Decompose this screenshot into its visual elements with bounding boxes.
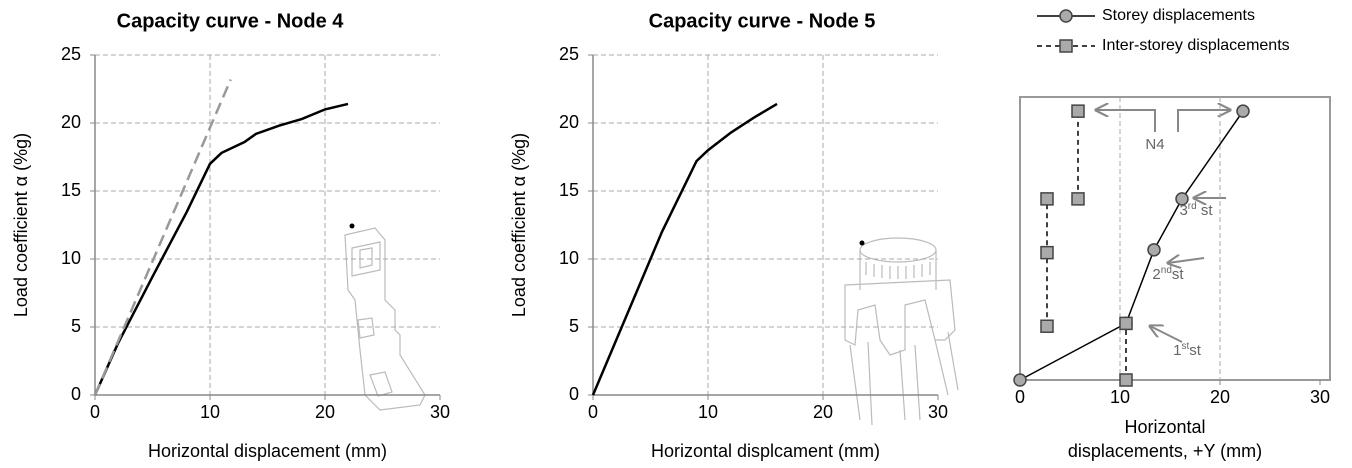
annotation: 3rd st [1179, 201, 1213, 219]
y-tick-label: 10 [61, 248, 81, 268]
x-tick-label: 10 [1110, 387, 1130, 407]
x-axis-label: Horizontal [1124, 417, 1205, 437]
series-line [1047, 111, 1126, 380]
legend-label: Storey displacements [1102, 7, 1255, 24]
legend-marker [1060, 10, 1072, 22]
dome-sketch [845, 238, 958, 425]
y-axis-label: Load coefficient α (%g) [509, 133, 529, 317]
y-tick-label: 20 [61, 112, 81, 132]
legend-marker [1060, 40, 1072, 52]
point [1148, 244, 1160, 256]
annotation-part: rd [1188, 201, 1197, 212]
x-tick-label: 0 [588, 402, 598, 422]
annotation: 1stst [1173, 341, 1202, 359]
annotation-part: 3 [1179, 202, 1187, 219]
annotation-part: st [1197, 202, 1214, 219]
point [1120, 317, 1132, 329]
y-tick-label: 15 [61, 180, 81, 200]
y-tick-label: 0 [71, 384, 81, 404]
x-axis-label: displacements, +Y (mm) [1068, 441, 1262, 461]
x-tick-label: 0 [90, 402, 100, 422]
y-tick-label: 25 [559, 44, 579, 64]
series-line [95, 104, 348, 395]
y-tick-label: 5 [569, 316, 579, 336]
annotation: N4 [1145, 136, 1164, 153]
point [1072, 193, 1084, 205]
x-tick-label: 10 [698, 402, 718, 422]
point [1120, 374, 1132, 386]
annotation-part: st [1172, 266, 1185, 283]
chart-title: Capacity curve - Node 5 [649, 10, 876, 32]
point [1014, 374, 1026, 386]
annotation-part: nd [1161, 265, 1172, 276]
point [1237, 105, 1249, 117]
y-tick-label: 20 [559, 112, 579, 132]
x-axis-label: Horizontal displcament (mm) [651, 441, 880, 461]
y-tick-label: 10 [559, 248, 579, 268]
chart-title: Capacity curve - Node 4 [117, 10, 345, 32]
x-tick-label: 20 [813, 402, 833, 422]
x-tick-label: 0 [1015, 387, 1025, 407]
legend-label: Inter-storey displacements [1102, 37, 1290, 54]
annotation-part: N4 [1145, 136, 1164, 153]
x-tick-label: 30 [928, 402, 948, 422]
x-tick-label: 30 [430, 402, 450, 422]
x-tick-label: 10 [200, 402, 220, 422]
x-tick-label: 20 [315, 402, 335, 422]
annotation-part: 2 [1152, 266, 1160, 283]
annotation-part: 1 [1173, 342, 1181, 359]
y-tick-label: 0 [569, 384, 579, 404]
figure: Capacity curve - Node 405101520250102030… [0, 0, 1352, 468]
point [1041, 193, 1053, 205]
y-tick-label: 15 [559, 180, 579, 200]
y-axis-label: Load coefficient α (%g) [11, 133, 31, 317]
x-axis-label: Horizontal displacement (mm) [148, 441, 387, 461]
x-tick-label: 30 [1310, 387, 1330, 407]
y-tick-label: 5 [71, 316, 81, 336]
annotation-part: st [1189, 342, 1202, 359]
annotation: 2ndst [1152, 265, 1184, 283]
y-tick-label: 25 [61, 44, 81, 64]
x-tick-label: 20 [1210, 387, 1230, 407]
series-line [1020, 111, 1243, 380]
point [1041, 247, 1053, 259]
point [1041, 320, 1053, 332]
series-line [593, 104, 777, 395]
tower-sketch [345, 224, 425, 411]
point [1072, 105, 1084, 117]
